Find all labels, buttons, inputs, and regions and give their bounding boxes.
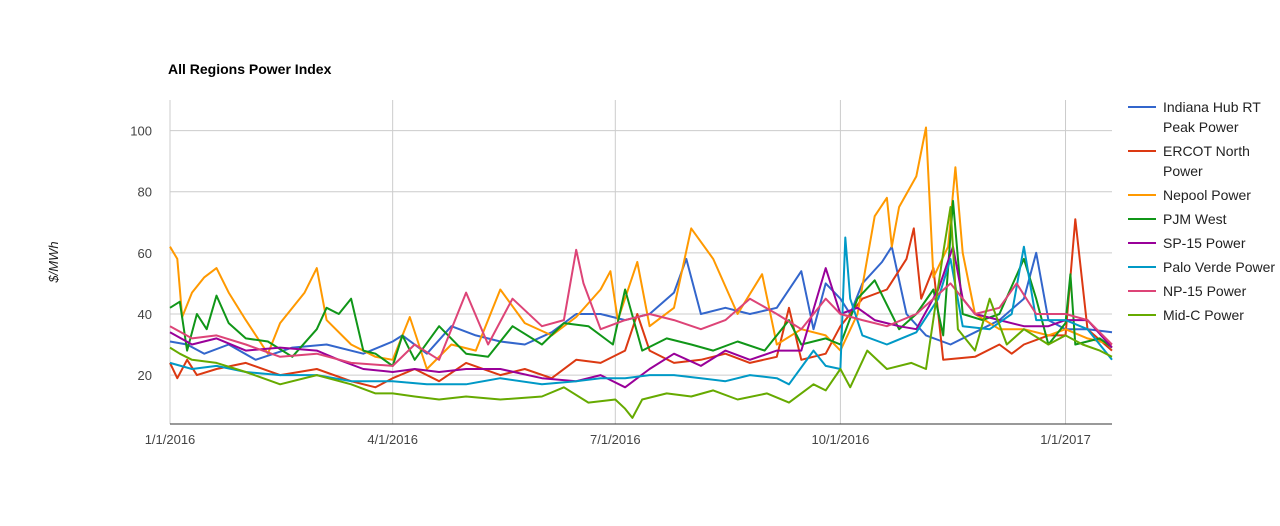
x-tick-label: 4/1/2016: [367, 432, 418, 447]
x-tick-label: 7/1/2016: [590, 432, 641, 447]
legend-label: Nepool Power: [1163, 187, 1251, 203]
series-layer: [169, 126, 1113, 419]
legend-entry[interactable]: Nepool Power: [1128, 187, 1251, 203]
legend-label: NP-15 Power: [1163, 283, 1247, 299]
x-tick-label: 10/1/2016: [811, 432, 869, 447]
legend-label: PJM West: [1163, 211, 1227, 227]
series-line: [169, 248, 1113, 367]
axis-layer: 20 40 60 80 100 1/1/2016 4/1/2016 7/1/2016 10/1/…: [130, 124, 1112, 447]
series-line: [169, 245, 1113, 361]
series-line: [169, 199, 1113, 367]
x-tick-label: 1/1/2017: [1040, 432, 1091, 447]
legend-entry[interactable]: Palo Verde Power: [1128, 259, 1275, 275]
grid-layer: [169, 100, 1112, 424]
legend-entry[interactable]: Mid-C Power: [1128, 307, 1244, 323]
legend-label: Palo Verde Power: [1163, 259, 1275, 275]
legend-entry[interactable]: ERCOT North Power: [1128, 143, 1250, 179]
y-tick-label: 20: [138, 368, 152, 383]
legend-entry[interactable]: Indiana Hub RT Peak Power: [1128, 99, 1261, 135]
legend-label: Mid-C Power: [1163, 307, 1244, 323]
y-tick-label: 80: [138, 185, 152, 200]
legend-label: ERCOT North Power: [1163, 143, 1250, 179]
series-line: [169, 236, 1113, 386]
x-tick-label: 1/1/2016: [145, 432, 196, 447]
legend-entry[interactable]: PJM West: [1128, 211, 1227, 227]
y-tick-label: 100: [130, 124, 152, 139]
y-tick-label: 60: [138, 246, 152, 261]
legend: Indiana Hub RT Peak Power ERCOT North Power…: [1128, 99, 1275, 323]
series-line: [169, 126, 1113, 370]
legend-entry[interactable]: NP-15 Power: [1128, 283, 1247, 299]
legend-label: SP-15 Power: [1163, 235, 1246, 251]
legend-entry[interactable]: SP-15 Power: [1128, 235, 1246, 251]
series-line: [169, 206, 1113, 419]
y-tick-label: 40: [138, 307, 152, 322]
chart-title: All Regions Power Index: [168, 61, 332, 77]
y-axis-label: $/MWh: [46, 241, 61, 283]
series-line: [169, 218, 1113, 389]
legend-label: Indiana Hub RT Peak Power: [1163, 99, 1261, 135]
